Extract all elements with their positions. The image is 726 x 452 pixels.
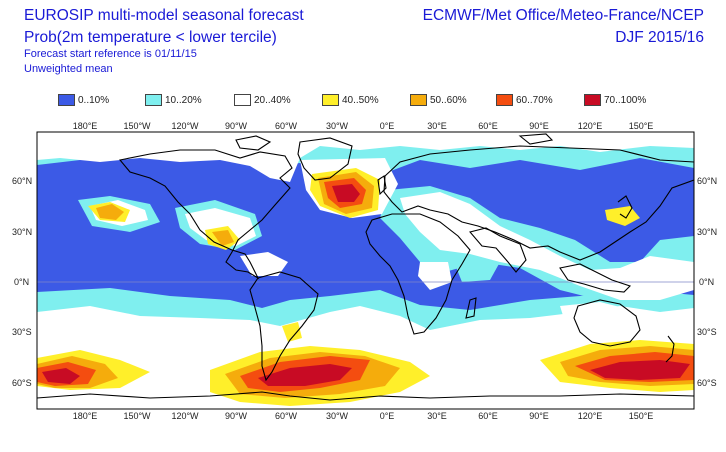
lon-label: 0°E <box>380 411 395 421</box>
lon-label: 150°E <box>629 121 654 131</box>
map-frame <box>36 131 695 410</box>
forecast-centres: ECMWF/Met Office/Meteo-France/NCEP <box>422 7 704 24</box>
legend-label: 20..40% <box>254 94 291 106</box>
lon-label: 30°W <box>326 121 349 131</box>
lon-label: 90°E <box>529 121 549 131</box>
lat-label: 30°N <box>12 227 32 237</box>
lon-label: 60°W <box>275 121 298 131</box>
legend-item-50-60: 50..60% <box>410 93 467 107</box>
map-field <box>37 132 694 409</box>
lon-label: 150°E <box>629 411 654 421</box>
lon-label: 60°E <box>478 121 498 131</box>
right-latitude-labels: 60°N 30°N 0°N 30°S 60°S <box>697 176 717 388</box>
map-title: EUROSIP multi-model seasonal forecast <box>24 7 304 24</box>
lon-label: 120°W <box>171 121 199 131</box>
lon-label: 180°E <box>73 411 98 421</box>
lat-label: 0°N <box>699 277 714 287</box>
probability-map: 180°E 150°W 120°W 90°W 60°W 30°W 0°E 30°… <box>12 121 717 421</box>
left-latitude-labels: 60°N 30°N 0°N 30°S 60°S <box>12 176 32 388</box>
lat-label: 30°S <box>12 327 32 337</box>
lat-label: 30°S <box>697 327 717 337</box>
legend-label: 40..50% <box>342 94 379 106</box>
lon-label: 90°E <box>529 411 549 421</box>
legend-swatch <box>322 94 339 106</box>
bottom-longitude-labels: 180°E 150°W 120°W 90°W 60°W 30°W 0°E 30°… <box>73 411 654 421</box>
legend-swatch <box>410 94 427 106</box>
legend-item-0-10: 0..10% <box>58 93 109 107</box>
lon-label: 120°E <box>578 121 603 131</box>
lon-label: 30°E <box>427 121 447 131</box>
lat-label: 60°N <box>697 176 717 186</box>
forecast-season: DJF 2015/16 <box>615 29 704 46</box>
lon-label: 90°W <box>225 121 248 131</box>
lat-label: 30°N <box>697 227 717 237</box>
legend-item-60-70: 60..70% <box>496 93 553 107</box>
lon-label: 150°W <box>123 121 151 131</box>
mean-type: Unweighted mean <box>24 63 113 75</box>
coastlines <box>37 133 694 401</box>
legend-swatch <box>496 94 513 106</box>
lon-label: 60°E <box>478 411 498 421</box>
top-longitude-labels: 180°E 150°W 120°W 90°W 60°W 30°W 0°E 30°… <box>73 121 654 131</box>
lon-label: 30°E <box>427 411 447 421</box>
lon-label: 90°W <box>225 411 248 421</box>
legend-swatch <box>234 94 251 106</box>
legend-label: 70..100% <box>604 94 647 106</box>
legend-label: 0..10% <box>78 94 110 106</box>
lon-label: 0°E <box>380 121 395 131</box>
lon-label: 150°W <box>123 411 151 421</box>
lat-label: 0°N <box>14 277 29 287</box>
legend-label: 50..60% <box>430 94 467 106</box>
prob-70-100-areas <box>42 184 690 386</box>
lon-label: 60°W <box>275 411 298 421</box>
forecast-start-reference: Forecast start reference is 01/11/15 <box>24 48 197 60</box>
lon-label: 120°W <box>171 411 199 421</box>
legend-item-10-20: 10..20% <box>145 93 202 107</box>
legend-swatch <box>584 94 601 106</box>
lat-label: 60°S <box>697 378 717 388</box>
map-subtitle: Prob(2m temperature < lower tercile) <box>24 29 277 46</box>
lon-label: 30°W <box>326 411 349 421</box>
legend-item-70-100: 70..100% <box>584 93 646 107</box>
lon-label: 180°E <box>73 121 98 131</box>
probability-legend: 0..10% 10..20% 20..40% 40..50% 50..60% 6… <box>58 93 698 107</box>
lat-label: 60°N <box>12 176 32 186</box>
legend-item-40-50: 40..50% <box>322 93 379 107</box>
legend-label: 10..20% <box>165 94 202 106</box>
legend-swatch <box>145 94 162 106</box>
legend-label: 60..70% <box>516 94 553 106</box>
lon-label: 120°E <box>578 411 603 421</box>
lat-label: 60°S <box>12 378 32 388</box>
legend-swatch <box>58 94 75 106</box>
legend-item-20-40: 20..40% <box>234 93 291 107</box>
